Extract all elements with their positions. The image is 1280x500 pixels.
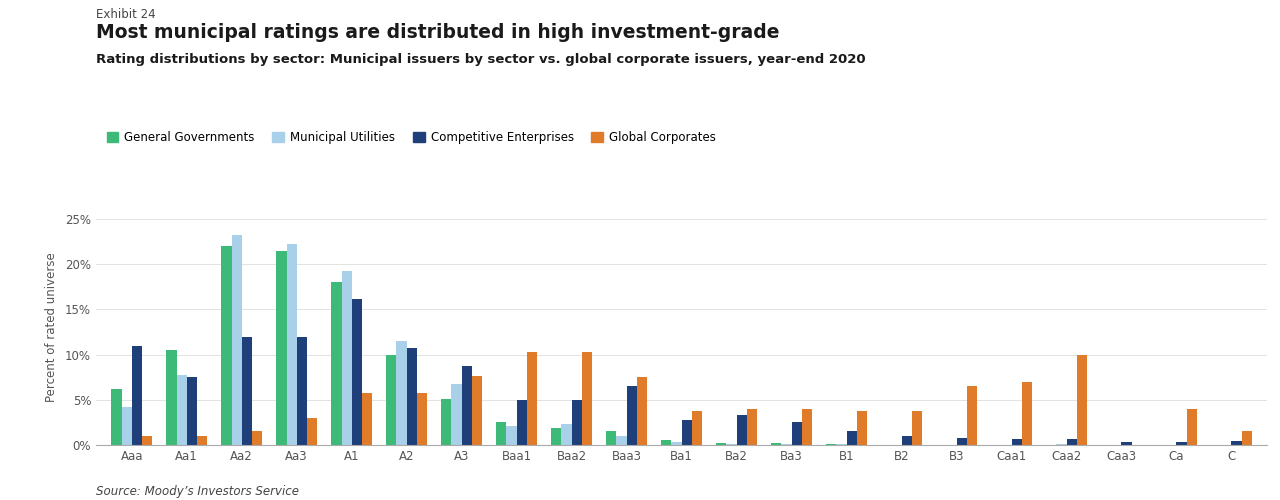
Text: Rating distributions by sector: Municipal issuers by sector vs. global corporate: Rating distributions by sector: Municipa… xyxy=(96,52,865,66)
Bar xyxy=(221,246,232,445)
Bar xyxy=(627,386,636,445)
Bar xyxy=(397,341,407,445)
Bar xyxy=(717,443,727,445)
Bar xyxy=(836,444,846,445)
Bar xyxy=(582,352,591,445)
Bar xyxy=(966,386,977,445)
Bar xyxy=(297,336,307,445)
Bar xyxy=(791,422,801,445)
Bar xyxy=(276,250,287,445)
Bar xyxy=(901,436,911,445)
Bar xyxy=(781,444,791,445)
Bar xyxy=(856,410,867,445)
Bar xyxy=(407,348,417,445)
Bar xyxy=(352,298,362,445)
Bar xyxy=(387,354,397,445)
Bar xyxy=(1176,442,1187,445)
Bar xyxy=(552,428,562,445)
Text: Most municipal ratings are distributed in high investment-grade: Most municipal ratings are distributed i… xyxy=(96,22,780,42)
Bar xyxy=(562,424,572,445)
Bar xyxy=(672,442,682,445)
Bar xyxy=(1121,442,1132,445)
Bar xyxy=(1021,382,1032,445)
Bar xyxy=(662,440,672,445)
Bar xyxy=(472,376,483,445)
Bar xyxy=(727,444,736,445)
Bar xyxy=(442,399,452,445)
Bar xyxy=(1187,409,1197,445)
Bar xyxy=(1231,442,1242,445)
Legend: General Governments, Municipal Utilities, Competitive Enterprises, Global Corpor: General Governments, Municipal Utilities… xyxy=(102,126,721,149)
Y-axis label: Percent of rated universe: Percent of rated universe xyxy=(45,252,58,402)
Bar xyxy=(187,377,197,445)
Bar xyxy=(452,384,462,445)
Bar xyxy=(772,443,781,445)
Bar xyxy=(111,389,122,445)
Bar xyxy=(362,392,372,445)
Bar xyxy=(497,422,507,445)
Bar xyxy=(332,282,342,445)
Bar xyxy=(242,336,252,445)
Bar xyxy=(846,432,856,445)
Bar xyxy=(517,400,527,445)
Bar xyxy=(691,410,701,445)
Bar xyxy=(342,272,352,445)
Bar xyxy=(682,420,691,445)
Bar xyxy=(826,444,836,445)
Bar xyxy=(1076,354,1087,445)
Bar xyxy=(636,377,646,445)
Bar xyxy=(801,409,812,445)
Bar xyxy=(166,350,177,445)
Bar xyxy=(911,410,922,445)
Bar xyxy=(607,430,617,445)
Bar xyxy=(417,394,428,445)
Bar xyxy=(197,436,207,445)
Bar xyxy=(736,415,746,445)
Bar xyxy=(1011,438,1021,445)
Bar xyxy=(507,426,517,445)
Text: Exhibit 24: Exhibit 24 xyxy=(96,8,156,20)
Bar xyxy=(1242,432,1252,445)
Bar xyxy=(177,374,187,445)
Text: Source: Moody’s Investors Service: Source: Moody’s Investors Service xyxy=(96,484,300,498)
Bar xyxy=(617,436,627,445)
Bar xyxy=(307,418,317,445)
Bar xyxy=(956,438,966,445)
Bar xyxy=(746,409,756,445)
Bar xyxy=(232,236,242,445)
Bar xyxy=(287,244,297,445)
Bar xyxy=(142,436,152,445)
Bar xyxy=(462,366,472,445)
Bar xyxy=(572,400,582,445)
Bar xyxy=(252,432,262,445)
Bar xyxy=(1056,444,1066,445)
Bar xyxy=(132,346,142,445)
Bar xyxy=(527,352,538,445)
Bar xyxy=(1066,438,1076,445)
Bar xyxy=(122,407,132,445)
